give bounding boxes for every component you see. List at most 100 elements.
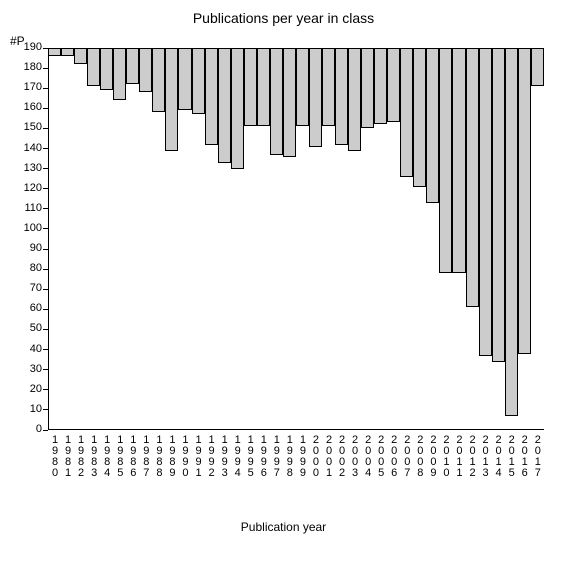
y-tick-label: 50 xyxy=(14,323,42,334)
x-axis-label: Publication year xyxy=(0,520,567,534)
x-tick-slot: 1994 xyxy=(231,434,244,483)
x-tick-label: 2009 xyxy=(427,434,438,478)
y-tick-label: 80 xyxy=(14,263,42,274)
bar xyxy=(322,48,335,126)
y-tick-label: 10 xyxy=(14,404,42,415)
y-tick-mark xyxy=(43,289,48,290)
bar xyxy=(139,48,152,92)
bar-slot xyxy=(374,48,387,430)
x-tick-slot: 1984 xyxy=(100,434,113,483)
x-tick-slot: 2012 xyxy=(466,434,479,483)
bar-slot xyxy=(178,48,191,430)
y-tick-label: 180 xyxy=(14,62,42,73)
x-tick-slot: 2006 xyxy=(387,434,400,483)
x-tick-label: 2014 xyxy=(493,434,504,478)
x-tick-labels: 1980198119821983198419851986198719881989… xyxy=(48,434,544,483)
x-tick-label: 1989 xyxy=(166,434,177,478)
bar xyxy=(48,48,61,56)
bar-slot xyxy=(387,48,400,430)
x-tick-slot: 2007 xyxy=(400,434,413,483)
bar-slot xyxy=(400,48,413,430)
bar xyxy=(479,48,492,356)
bar-slot xyxy=(413,48,426,430)
bar xyxy=(165,48,178,151)
x-tick-slot: 1997 xyxy=(270,434,283,483)
bar xyxy=(518,48,531,354)
y-tick-label: 110 xyxy=(14,203,42,214)
bar xyxy=(192,48,205,114)
x-tick-label: 1998 xyxy=(284,434,295,478)
x-tick-slot: 1987 xyxy=(139,434,152,483)
y-tick-mark xyxy=(43,108,48,109)
x-tick-slot: 1998 xyxy=(283,434,296,483)
y-tick-mark xyxy=(43,88,48,89)
bar xyxy=(205,48,218,145)
y-tick-mark xyxy=(43,369,48,370)
x-tick-label: 2008 xyxy=(414,434,425,478)
bar-slot xyxy=(466,48,479,430)
bar xyxy=(492,48,505,362)
x-tick-label: 1999 xyxy=(297,434,308,478)
x-tick-slot: 1989 xyxy=(165,434,178,483)
bar-slot xyxy=(439,48,452,430)
y-tick-label: 20 xyxy=(14,384,42,395)
x-tick-label: 2012 xyxy=(467,434,478,478)
y-tick-mark xyxy=(43,48,48,49)
x-tick-label: 1991 xyxy=(193,434,204,478)
bar-slot xyxy=(113,48,126,430)
bar-slot xyxy=(296,48,309,430)
x-tick-label: 1985 xyxy=(114,434,125,478)
bar xyxy=(374,48,387,124)
x-tick-slot: 2001 xyxy=(322,434,335,483)
x-tick-label: 1983 xyxy=(88,434,99,478)
bar xyxy=(296,48,309,126)
y-tick-label: 190 xyxy=(14,42,42,53)
x-tick-slot: 2013 xyxy=(479,434,492,483)
x-tick-label: 1984 xyxy=(101,434,112,478)
y-tick-mark xyxy=(43,148,48,149)
bar xyxy=(400,48,413,177)
x-tick-slot: 1999 xyxy=(296,434,309,483)
y-tick-mark xyxy=(43,269,48,270)
bar xyxy=(361,48,374,128)
bar xyxy=(466,48,479,307)
x-tick-label: 2017 xyxy=(532,434,543,478)
y-tick-label: 150 xyxy=(14,122,42,133)
y-tick-mark xyxy=(43,329,48,330)
bar xyxy=(100,48,113,90)
y-tick-label: 40 xyxy=(14,344,42,355)
bar-slot xyxy=(244,48,257,430)
x-tick-slot: 2005 xyxy=(374,434,387,483)
x-tick-label: 1982 xyxy=(75,434,86,478)
y-tick-mark xyxy=(43,349,48,350)
x-axis-line xyxy=(48,429,544,430)
x-tick-slot: 2016 xyxy=(518,434,531,483)
x-tick-label: 1995 xyxy=(245,434,256,478)
bar-slot xyxy=(518,48,531,430)
bar-slot xyxy=(531,48,544,430)
bar-slot xyxy=(270,48,283,430)
x-tick-slot: 1995 xyxy=(244,434,257,483)
bar xyxy=(387,48,400,122)
x-tick-slot: 1996 xyxy=(257,434,270,483)
x-tick-label: 1980 xyxy=(49,434,60,478)
y-tick-label: 70 xyxy=(14,283,42,294)
x-tick-slot: 1990 xyxy=(178,434,191,483)
bar-slot xyxy=(74,48,87,430)
x-tick-slot: 2010 xyxy=(439,434,452,483)
bar xyxy=(126,48,139,84)
x-tick-slot: 1991 xyxy=(192,434,205,483)
y-tick-label: 120 xyxy=(14,183,42,194)
x-tick-slot: 2002 xyxy=(335,434,348,483)
bar-slot xyxy=(257,48,270,430)
y-tick-label: 170 xyxy=(14,82,42,93)
bars-group xyxy=(48,48,544,430)
chart-title: Publications per year in class xyxy=(0,10,567,26)
bar-slot xyxy=(505,48,518,430)
y-tick-mark xyxy=(43,188,48,189)
x-tick-slot: 2008 xyxy=(413,434,426,483)
x-tick-label: 2007 xyxy=(401,434,412,478)
x-tick-slot: 2009 xyxy=(426,434,439,483)
x-tick-slot: 1988 xyxy=(152,434,165,483)
y-tick-label: 100 xyxy=(14,223,42,234)
